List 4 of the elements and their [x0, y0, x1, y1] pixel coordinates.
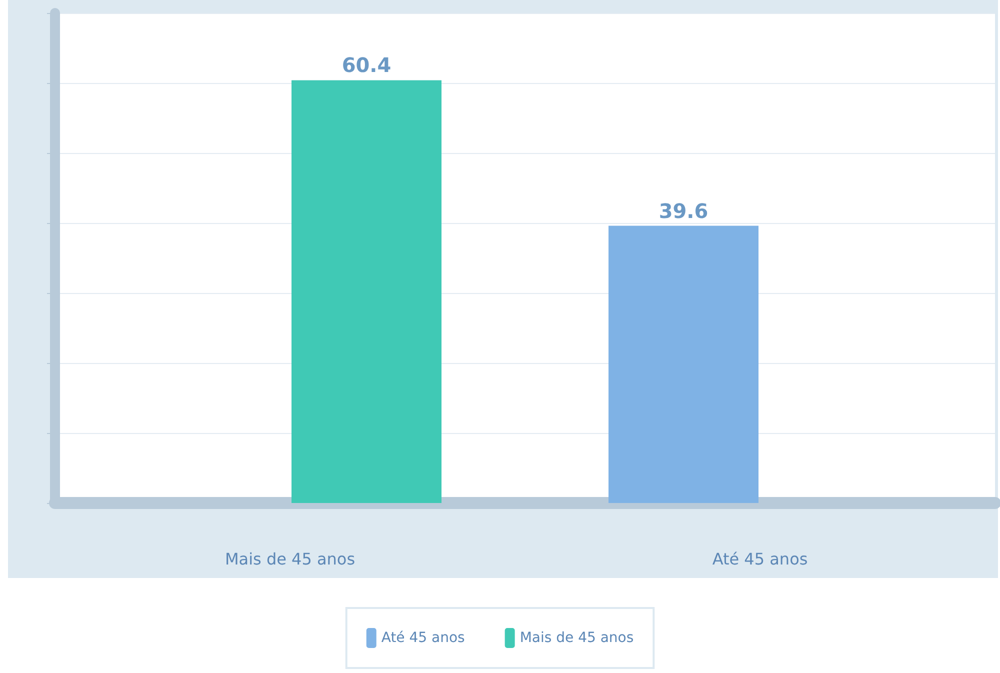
legend-label: Mais de 45 anos [520, 630, 634, 646]
data-label: 39.6 [658, 198, 708, 223]
legend-label: Até 45 anos [381, 630, 465, 646]
data-label: 60.4 [342, 53, 392, 78]
